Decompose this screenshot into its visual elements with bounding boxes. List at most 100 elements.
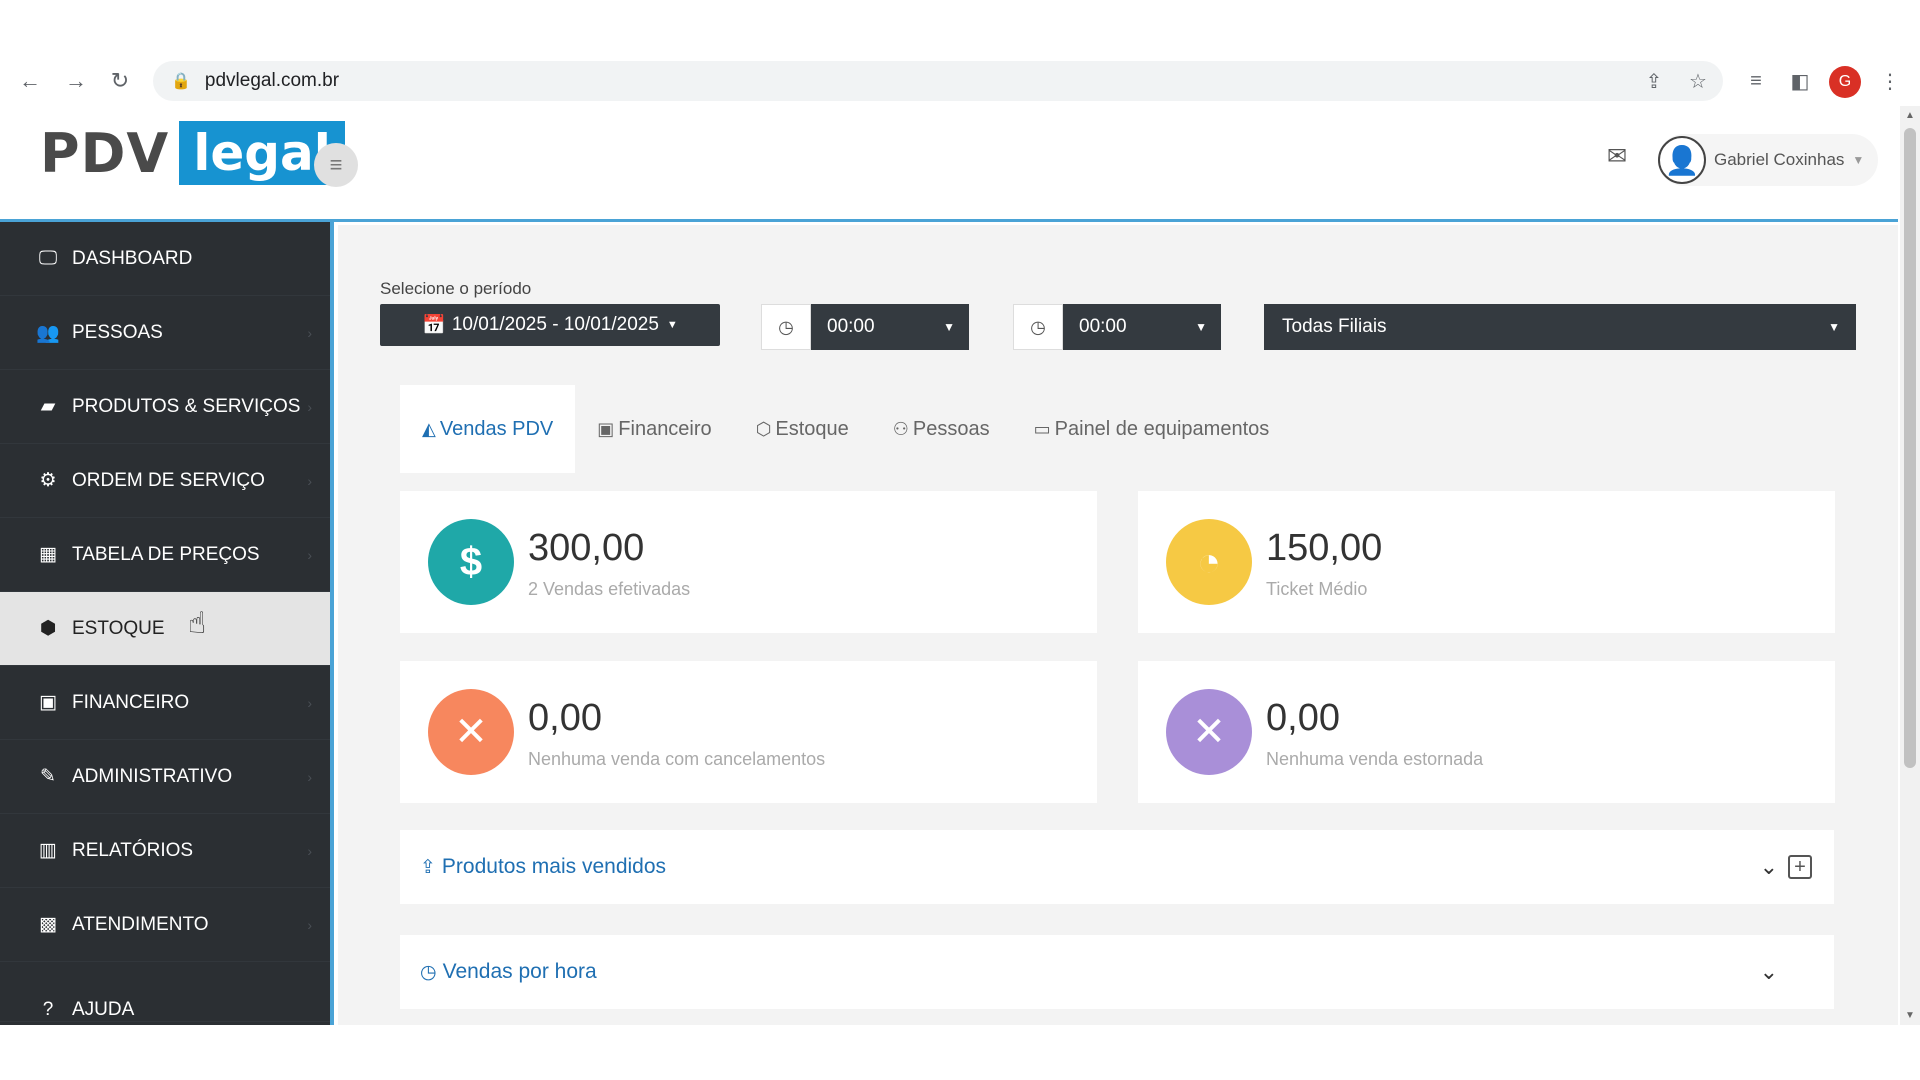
- branch-select[interactable]: Todas Filiais ▼: [1264, 304, 1856, 350]
- sidebar-item-dashboard[interactable]: 🖵 DASHBOARD: [0, 222, 330, 296]
- app-header: PDV legal ≡ ✉ 👤 Gabriel Coxinhas ▼: [0, 106, 1898, 222]
- start-time-select[interactable]: 00:00 ▼: [811, 304, 969, 350]
- book-icon: ▰: [40, 396, 56, 417]
- sidebar-item-ajuda[interactable]: ? AJUDA: [0, 962, 330, 1022]
- table-icon: ▦: [39, 544, 57, 565]
- calendar-icon: 📅: [422, 315, 446, 336]
- users-icon: 👥: [36, 322, 60, 344]
- tab-vendas-pdv[interactable]: ◭ Vendas PDV: [400, 385, 576, 473]
- sidebar-item-administrativo[interactable]: ✎ ADMINISTRATIVO ›: [0, 740, 330, 814]
- user-icon: ⚇: [892, 418, 909, 439]
- envelope-icon[interactable]: ✉: [1607, 143, 1628, 170]
- hand-cursor-icon: ☝: [188, 607, 207, 640]
- clock-icon: ◷: [761, 304, 811, 350]
- sidebar-item-produtos[interactable]: ▰ PRODUTOS & SERVIÇOS ›: [0, 370, 330, 444]
- end-time-value: 00:00: [1079, 316, 1127, 337]
- dashboard-tabs: ◭ Vendas PDV ▣ Financeiro ⬡ Estoque ⚇ Pe…: [400, 385, 1291, 473]
- side-panel-icon[interactable]: ◧: [1790, 70, 1810, 93]
- end-time-group: ◷ 00:00 ▼: [1013, 304, 1221, 350]
- scroll-up-icon[interactable]: ▲: [1905, 110, 1915, 121]
- tab-label: Vendas PDV: [439, 417, 554, 440]
- sidebar-item-atendimento[interactable]: ▩ ATENDIMENTO ›: [0, 888, 330, 962]
- clock-icon: ◷: [1013, 304, 1063, 350]
- sidebar-item-ordem-servico[interactable]: ⚙ ORDEM DE SERVIÇO ›: [0, 444, 330, 518]
- money-icon: $: [428, 519, 514, 605]
- panel-produtos-mais-vendidos[interactable]: ⇪ Produtos mais vendidos ⌄ +: [400, 830, 1834, 904]
- panel-vendas-por-hora[interactable]: ◷ Vendas por hora ⌄: [400, 935, 1834, 1009]
- sidebar-item-label: PRODUTOS & SERVIÇOS: [72, 395, 301, 417]
- clock-icon: ◷: [420, 961, 437, 983]
- lock-icon: 🔒: [171, 73, 191, 90]
- page-scrollbar[interactable]: ▲ ▼: [1900, 106, 1920, 1025]
- logo[interactable]: PDV legal: [40, 121, 345, 185]
- card-estornada: ✕ 0,00 Nenhuma venda estornada: [1138, 661, 1835, 803]
- sidebar-item-label: TABELA DE PREÇOS: [72, 543, 260, 565]
- hamburger-menu-button[interactable]: ≡: [314, 143, 358, 187]
- chevron-down-icon[interactable]: ⌄: [1759, 854, 1778, 879]
- tab-estoque[interactable]: ⬡ Estoque: [734, 385, 871, 473]
- card-value: 150,00: [1266, 527, 1383, 569]
- sidebar-item-label: FINANCEIRO: [72, 691, 190, 713]
- sidebar-item-label: AJUDA: [72, 999, 135, 1020]
- close-icon: ✕: [1166, 689, 1252, 775]
- chevron-right-icon: ›: [307, 472, 312, 489]
- edit-icon: ✎: [40, 766, 56, 787]
- date-range-button[interactable]: 📅 10/01/2025 - 10/01/2025 ▼: [380, 304, 720, 346]
- gear-icon: ⚙: [39, 470, 57, 491]
- chevron-right-icon: ›: [307, 694, 312, 711]
- grid-icon: ▩: [39, 914, 57, 935]
- sidebar-item-financeiro[interactable]: ▣ FINANCEIRO ›: [0, 666, 330, 740]
- caret-down-icon: ▼: [943, 320, 955, 334]
- sidebar-item-pessoas[interactable]: 👥 PESSOAS ›: [0, 296, 330, 370]
- date-range-value: 10/01/2025 - 10/01/2025: [451, 314, 659, 335]
- sidebar-item-label: ATENDIMENTO: [72, 913, 209, 935]
- sidebar-item-label: RELATÓRIOS: [72, 839, 194, 861]
- user-menu[interactable]: 👤 Gabriel Coxinhas ▼: [1658, 134, 1878, 186]
- caret-down-icon: ▼: [1195, 320, 1207, 334]
- user-name: Gabriel Coxinhas: [1714, 150, 1845, 169]
- more-menu-icon[interactable]: ⋮: [1880, 70, 1900, 93]
- branch-value: Todas Filiais: [1282, 316, 1387, 337]
- end-time-select[interactable]: 00:00 ▼: [1063, 304, 1221, 350]
- url-text: pdvlegal.com.br: [204, 70, 340, 91]
- caret-down-icon: ▼: [1828, 320, 1840, 334]
- tab-financeiro[interactable]: ▣ Financeiro: [575, 385, 733, 473]
- plus-icon[interactable]: +: [1788, 855, 1812, 879]
- sidebar-item-label: DASHBOARD: [72, 247, 193, 269]
- main-content: Selecione o período 📅 10/01/2025 - 10/01…: [338, 225, 1898, 1025]
- tab-label: Estoque: [775, 417, 849, 440]
- tab-pessoas[interactable]: ⚇ Pessoas: [871, 385, 1012, 473]
- start-time-group: ◷ 00:00 ▼: [761, 304, 969, 350]
- card-value: 0,00: [1266, 697, 1340, 739]
- back-arrow-icon[interactable]: ←: [19, 68, 41, 93]
- monitor-icon: ▭: [1033, 418, 1051, 439]
- tab-painel-equipamentos[interactable]: ▭ Painel de equipamentos: [1012, 385, 1292, 473]
- chevron-down-icon[interactable]: ⌄: [1759, 959, 1778, 984]
- sidebar-item-estoque[interactable]: ⬢ ESTOQUE ☝: [0, 592, 330, 666]
- card-value: 300,00: [528, 527, 645, 569]
- scroll-down-icon[interactable]: ▼: [1905, 1010, 1915, 1021]
- question-icon: ?: [42, 999, 54, 1020]
- reload-icon[interactable]: ↻: [110, 68, 130, 93]
- card-subtitle: Ticket Médio: [1266, 579, 1368, 599]
- chevron-right-icon: ›: [307, 324, 312, 341]
- profile-avatar[interactable]: G: [1829, 66, 1861, 98]
- sidebar-item-label: ORDEM DE SERVIÇO: [72, 469, 265, 491]
- forward-arrow-icon[interactable]: →: [65, 68, 87, 93]
- share-icon[interactable]: ⇪: [1645, 70, 1663, 93]
- chevron-right-icon: ›: [307, 546, 312, 563]
- sidebar-item-relatorios[interactable]: ▥ RELATÓRIOS ›: [0, 814, 330, 888]
- star-icon[interactable]: ☆: [1689, 70, 1707, 93]
- caret-down-icon: ▼: [1852, 153, 1865, 167]
- user-avatar-icon: 👤: [1658, 136, 1706, 184]
- reading-list-icon[interactable]: ≡: [1750, 69, 1762, 92]
- panel-title: Produtos mais vendidos: [441, 855, 667, 878]
- money-icon: ▣: [597, 418, 615, 439]
- panel-title: Vendas por hora: [442, 960, 597, 983]
- scroll-thumb[interactable]: [1904, 128, 1916, 768]
- money-icon: ▣: [39, 692, 57, 713]
- sidebar-item-tabela-precos[interactable]: ▦ TABELA DE PREÇOS ›: [0, 518, 330, 592]
- card-cancelamentos: ✕ 0,00 Nenhuma venda com cancelamentos: [400, 661, 1097, 803]
- area-chart-icon: ◭: [422, 418, 436, 439]
- address-bar[interactable]: 🔒 pdvlegal.com.br: [153, 61, 1723, 101]
